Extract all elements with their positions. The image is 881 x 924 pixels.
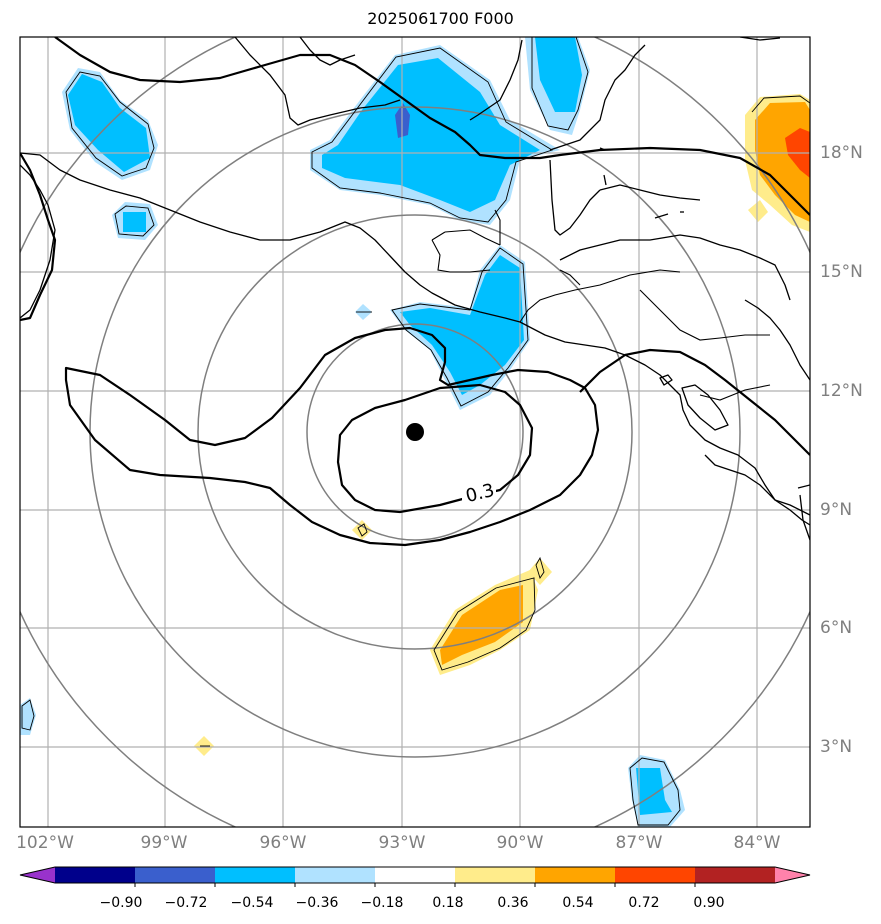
lon-label-93w: 93°W xyxy=(378,833,426,853)
colorbar-segment xyxy=(375,867,456,883)
colorbar-tick: −0.90 xyxy=(99,895,143,911)
lon-label-96w: 96°W xyxy=(259,833,307,853)
anomaly-outlines xyxy=(21,37,810,826)
lon-label-102w: 102°W xyxy=(16,833,74,853)
lat-label-15n: 15°N xyxy=(820,262,863,282)
colorbar-segment xyxy=(135,867,216,883)
colorbar-outline xyxy=(19,866,811,884)
colorbar-tick: 0.36 xyxy=(497,895,529,911)
colorbar-segment xyxy=(695,867,776,883)
map-title: 2025061700 F000 xyxy=(367,9,514,28)
lat-label-9n: 9°N xyxy=(820,500,853,520)
colorbar-segment xyxy=(215,867,296,883)
colorbar-tick: 0.18 xyxy=(432,895,464,911)
lon-label-99w: 99°W xyxy=(140,833,188,853)
graticule xyxy=(20,37,810,827)
coastlines xyxy=(20,37,810,541)
map-frame xyxy=(19,36,811,828)
colorbar-extend-high xyxy=(775,867,810,883)
colorbar xyxy=(19,866,811,887)
colorbar-segment xyxy=(295,867,376,883)
colorbar-tick: −0.36 xyxy=(295,895,339,911)
storm-center-marker xyxy=(406,423,424,441)
colorbar-tick: 0.90 xyxy=(693,895,725,911)
colorbar-segment xyxy=(615,867,696,883)
lon-label-87w: 87°W xyxy=(615,833,663,853)
positive-anomaly-fill xyxy=(194,94,810,756)
colorbar-segment xyxy=(55,867,136,883)
lat-label-3n: 3°N xyxy=(820,737,853,757)
lat-label-6n: 6°N xyxy=(820,618,853,638)
colorbar-tick: 0.72 xyxy=(628,895,660,911)
colorbar-segment xyxy=(535,867,616,883)
colorbar-tick: −0.54 xyxy=(230,895,274,911)
colorbar-tick: 0.54 xyxy=(562,895,594,911)
colorbar-tick: −0.72 xyxy=(164,895,208,911)
contour-label-bg xyxy=(462,481,496,501)
lat-label-12n: 12°N xyxy=(820,381,863,401)
country-borders xyxy=(431,209,771,401)
thick-contours xyxy=(20,37,810,547)
colorbar-segment xyxy=(455,867,536,883)
colorbar-extend-low xyxy=(20,867,55,883)
colorbar-tick: −0.18 xyxy=(360,895,404,911)
lon-label-84w: 84°W xyxy=(733,833,781,853)
lat-label-18n: 18°N xyxy=(820,143,863,163)
lon-label-90w: 90°W xyxy=(496,833,544,853)
